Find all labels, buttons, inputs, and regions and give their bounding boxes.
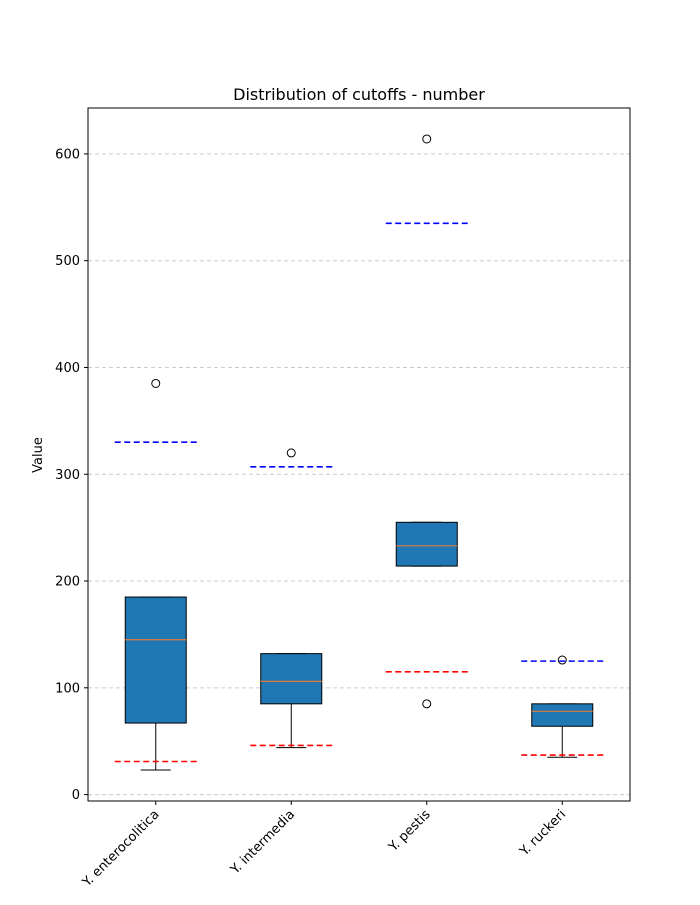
x-axis: Y. enterocolitica Y. intermedia Y. pestis Y… bbox=[79, 801, 569, 891]
y-tick-label: 0 bbox=[72, 788, 80, 803]
grid-layer bbox=[88, 153, 630, 796]
iqr-box bbox=[124, 596, 187, 724]
plot-frame bbox=[87, 107, 631, 802]
box-group bbox=[521, 655, 604, 758]
y-tick-label: 100 bbox=[55, 681, 80, 696]
x-tick-label: Y. enterocolitica bbox=[79, 807, 162, 890]
box-group bbox=[250, 448, 333, 749]
outlier-point bbox=[422, 699, 432, 709]
box-group bbox=[114, 378, 197, 771]
y-tick-label: 300 bbox=[55, 468, 80, 483]
y-axis-title: Value bbox=[31, 437, 46, 473]
x-tick-label: Y. pestis bbox=[385, 807, 433, 855]
outlier-point bbox=[151, 378, 161, 388]
y-axis: 0 100 200 300 400 500 600 bbox=[55, 147, 88, 803]
y-tick-label: 400 bbox=[55, 361, 80, 376]
marks-layer bbox=[114, 134, 604, 771]
y-tick-label: 500 bbox=[55, 254, 80, 269]
chart-title: Distribution of cutoffs - number bbox=[233, 85, 485, 104]
iqr-box bbox=[531, 703, 594, 727]
outlier-point bbox=[557, 655, 567, 665]
outlier-point bbox=[286, 448, 296, 458]
box-group bbox=[385, 134, 468, 709]
y-tick-label: 200 bbox=[55, 575, 80, 590]
iqr-box bbox=[260, 653, 323, 705]
x-tick-label: Y. intermedia bbox=[227, 807, 298, 878]
iqr-box bbox=[395, 521, 458, 567]
outlier-point bbox=[422, 134, 432, 144]
x-tick-label: Y. ruckeri bbox=[517, 807, 570, 860]
y-tick-label: 600 bbox=[55, 147, 80, 162]
